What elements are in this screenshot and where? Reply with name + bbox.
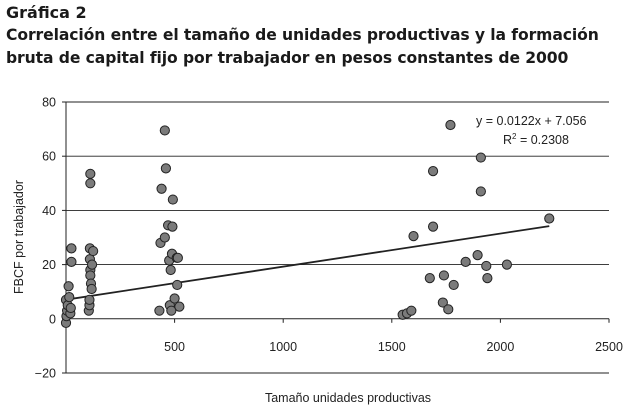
- data-point-13: [84, 294, 95, 305]
- data-point-57: [475, 152, 486, 163]
- trendline-equation: y = 0.0122x + 7.056: [476, 114, 587, 128]
- r-squared-value: = 0.2308: [516, 133, 569, 147]
- data-point-28: [159, 125, 170, 136]
- data-point-46: [408, 231, 419, 242]
- x-tick-labels: 500 1000 1500 2000 2500: [164, 318, 623, 354]
- x-tick-label-0: 500: [164, 340, 185, 354]
- y-tick-label-3: 40: [42, 204, 56, 218]
- y-tick-labels: −20 0 20 40 60 80: [35, 96, 66, 381]
- data-point-34: [166, 305, 177, 316]
- y-axis-label: FBCF por trabajador: [12, 180, 26, 294]
- x-tick-label-2: 1500: [378, 340, 406, 354]
- data-point-50: [437, 297, 448, 308]
- data-point-48: [427, 166, 439, 177]
- data-point-26: [156, 183, 167, 194]
- data-points: [60, 119, 555, 328]
- figure-title: Correlación entre el tamaño de unidades …: [6, 26, 599, 67]
- data-point-36: [167, 221, 178, 232]
- data-point-24: [154, 305, 165, 316]
- data-point-40: [172, 279, 183, 291]
- y-tick-label-2: 20: [42, 258, 56, 272]
- data-point-27: [159, 232, 170, 243]
- r-squared-superscript: 2: [512, 132, 517, 141]
- y-tick-label-1: 0: [49, 312, 56, 326]
- data-point-9: [66, 243, 77, 254]
- data-point-21: [88, 245, 99, 257]
- data-point-5: [63, 281, 74, 292]
- data-point-56: [472, 250, 483, 261]
- data-point-55: [460, 256, 471, 267]
- y-tick-label-5: 80: [42, 96, 56, 110]
- data-point-8: [65, 302, 76, 314]
- data-point-47: [424, 273, 435, 284]
- data-point-42: [174, 301, 185, 312]
- y-tick-label-0: −20: [35, 367, 56, 381]
- data-point-23: [85, 178, 96, 189]
- data-point-58: [475, 186, 486, 197]
- x-axis-label: Tamaño unidades productivas: [265, 391, 431, 405]
- data-point-62: [544, 213, 555, 224]
- y-tick-label-4: 60: [42, 150, 56, 164]
- data-point-29: [160, 163, 172, 174]
- data-point-6: [64, 292, 75, 303]
- data-point-37: [167, 194, 178, 205]
- data-point-22: [85, 168, 96, 179]
- data-point-20: [86, 259, 98, 270]
- data-point-53: [445, 119, 456, 131]
- data-point-51: [438, 270, 450, 281]
- x-tick-label-4: 2500: [595, 340, 623, 354]
- figure-title-block: Gráfica 2 Correlación entre el tamaño de…: [6, 2, 628, 70]
- trendline-group: [65, 225, 550, 301]
- figure-label: Gráfica 2: [6, 3, 87, 22]
- data-point-38: [169, 293, 180, 304]
- data-point-33: [165, 264, 176, 276]
- data-point-60: [482, 273, 493, 284]
- data-point-10: [66, 256, 77, 267]
- data-point-59: [481, 260, 492, 272]
- data-point-19: [86, 283, 97, 295]
- data-point-61: [501, 259, 513, 270]
- data-point-54: [448, 279, 459, 291]
- x-tick-label-1: 1000: [269, 340, 297, 354]
- x-tick-label-3: 2000: [486, 340, 514, 354]
- r-squared-symbol: R: [503, 133, 512, 147]
- r-squared-label: R2 = 0.2308: [503, 132, 569, 147]
- data-point-52: [443, 304, 454, 315]
- data-point-49: [427, 221, 439, 232]
- data-point-45: [406, 305, 417, 316]
- trendline: [65, 225, 550, 301]
- gridlines: [66, 101, 609, 374]
- data-point-41: [172, 252, 183, 263]
